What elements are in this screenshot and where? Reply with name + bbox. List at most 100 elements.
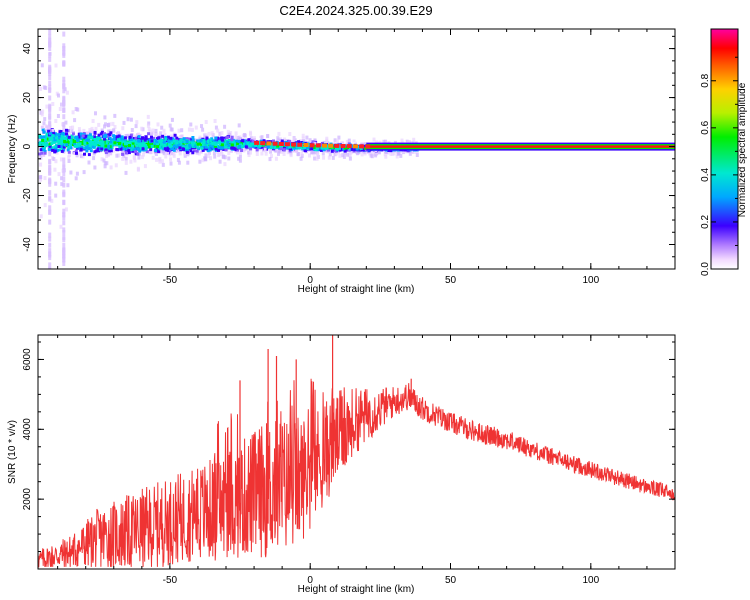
spectrum-noise-cell [177,128,181,133]
spectrum-cell [353,148,357,152]
spectrum-cell [221,138,224,142]
spectrum-noise-cell [68,153,71,157]
spectrum-noise-cell [43,203,47,208]
spectrum-cell [211,139,215,143]
spectrum-cell [67,150,71,154]
ridge-peak-cell [303,143,309,147]
spectrum-noise-cell [234,135,238,140]
spectrum-noise-cell [352,139,356,144]
spectrum-cell [100,130,104,134]
spectrum-noise-cell [161,149,165,154]
spectrum-cell [40,151,44,155]
spectrum-cell [297,146,301,150]
spectrum-cell [170,141,174,145]
ridge-peak-cell [297,142,303,147]
spectrum-cell [201,148,205,152]
spectrum-noise-cell [176,148,180,153]
spectrum-cell [74,144,78,148]
ridge-peak-cell [309,143,315,148]
spectrum-cell [340,147,343,151]
spectrum-noise-cell [264,151,268,156]
spectrum-cell [201,143,205,147]
spectrum-noise-cell [147,127,151,132]
spectrum-cell [44,136,48,140]
spectrum-cell [158,143,162,147]
spectrum-noise-cell [301,133,305,138]
spectrum-cell [69,138,73,142]
spectrum-streak-cell [48,242,52,248]
spectrum-noise-cell [268,147,272,152]
spectrum-noise-cell [235,150,239,155]
spectrum-cell [221,145,225,149]
spectrum-noise-cell [39,177,43,182]
spectrum-cell [230,138,234,142]
spectrum-cell [288,142,292,146]
spectrum-cell [246,141,250,144]
spectrum-cell [103,137,106,141]
spectrum-cell [239,141,243,145]
spectrum-cell [240,149,244,152]
spectrum-cell [160,138,164,142]
spectrum-cell [273,144,276,148]
spectrum-cell [247,145,251,149]
spectrum-streak-cell [48,232,52,238]
colorbar-tick-label: 0.8 [700,73,711,87]
spectrum-cell [332,145,336,149]
spectrum-noise-cell [218,131,222,136]
y-tick-label: 4000 [22,418,33,441]
spectrum-cell [85,149,89,153]
spectrum-noise-cell [383,152,387,157]
spectrum-streak-cell [62,242,66,248]
spectrum-cell [175,136,179,140]
spectrum-cell [89,149,93,153]
spectrum-noise-cell [97,122,101,127]
spectrum-cell [41,138,45,142]
spectrum-noise-cell [236,136,240,140]
spectrum-noise-cell [229,149,233,153]
spectrum-noise-cell [371,150,375,155]
spectrum-noise-cell [227,156,231,161]
spectrum-cell [115,137,118,141]
spectrum-streak-cell [48,75,52,81]
spectrum-cell [61,132,65,135]
spectrum-noise-cell [338,153,342,158]
spectrum-cell [191,151,195,155]
spectrum-cell [135,144,139,148]
spectrum-cell [108,136,112,140]
spectrum-streak-cell [62,164,66,170]
spectrum-cell [127,151,131,155]
spectrum-noise-cell [308,138,312,143]
spectrum-cell [47,126,50,130]
spectrum-cell [237,139,241,143]
spectrum-noise-cell [130,128,134,132]
snr-ylabel: SNR (10 * v/v) [7,420,18,484]
spectrum-cell [81,142,85,146]
spectrum-noise-cell [132,155,136,160]
spectrum-cell [180,134,184,138]
spectrum-noise-cell [216,150,220,154]
spectrum-cell [67,145,71,149]
spectrum-cell [86,144,90,148]
spectrum-noise-cell [226,129,230,134]
spectrum-cell [273,146,277,150]
spectrum-cell [192,149,196,153]
spectrum-noise-cell [247,153,251,157]
spectrum-cell [134,141,138,145]
spectrum-noise-cell [103,115,107,120]
spectrum-cell [141,147,145,151]
spectrum-cell [272,139,275,143]
spectrum-noise-cell [39,162,43,167]
spectrum-cell [73,151,77,155]
spectrum-cell [51,148,55,152]
spectrum-cell [50,137,54,141]
spectrum-cell [333,149,337,152]
spectrum-cell [59,144,63,148]
spectrum-cell [191,136,195,139]
spectrum-noise-cell [168,152,172,157]
ridge-peak-cell [328,143,334,148]
spectrum-cell [156,147,160,151]
spectrum-noise-cell [111,121,115,126]
spectrum-noise-cell [276,136,280,141]
spectrum-noise-cell [59,157,63,162]
spectrum-noise-cell [345,139,349,144]
